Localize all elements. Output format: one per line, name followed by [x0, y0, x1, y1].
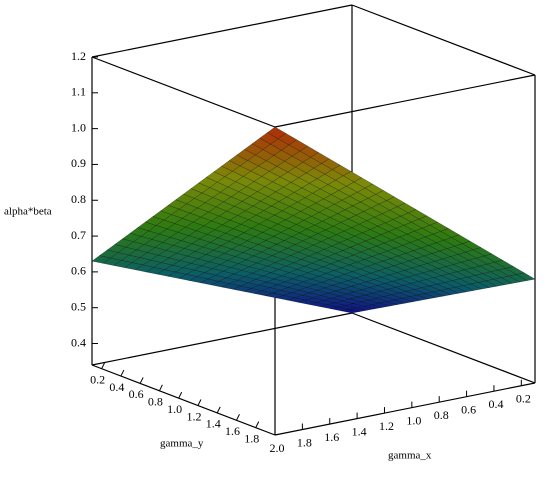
- y-tick: [197, 399, 202, 406]
- y-tick: [236, 414, 240, 421]
- y-tick: [216, 406, 221, 414]
- y-tick-label: 0.2: [90, 372, 105, 386]
- z-tick-label: 1.1: [71, 85, 86, 99]
- z-tick-label: 0.9: [71, 156, 86, 170]
- y-tick: [101, 362, 106, 369]
- x-tick-label: 0.6: [461, 402, 476, 416]
- axes: 0.4 0.5 0.6 0.7 0.8 0.9 1.0 1.1 1.2 0.2 0.4 0.6 0.8 1…: [71, 49, 531, 455]
- box-edge: [351, 4, 536, 76]
- box-edge: [351, 312, 536, 384]
- y-tick-label: 1.0: [167, 402, 182, 416]
- box-edge: [274, 382, 536, 436]
- box-edge: [91, 56, 276, 128]
- x-tick-label: 0.8: [434, 408, 449, 422]
- x-tick-label: 0.2: [516, 391, 531, 405]
- x-tick-label: 1.2: [379, 419, 394, 433]
- z-tick-label: 0.5: [71, 299, 86, 313]
- y-tick-label: 1.6: [225, 424, 240, 438]
- y-tick-label: 1.8: [244, 431, 259, 445]
- surface: [91, 126, 536, 314]
- box-edge: [274, 74, 536, 128]
- x-tick-label: 1.6: [324, 430, 339, 444]
- box-edge: [91, 364, 276, 436]
- y-tick-label: 0.6: [129, 387, 144, 401]
- y-tick: [139, 377, 144, 384]
- y-axis-label: gamma_y: [160, 438, 204, 450]
- x-tick-label: 1.0: [406, 413, 421, 427]
- y-tick-label: 0.4: [109, 380, 124, 394]
- y-tick: [158, 384, 163, 392]
- box-edge: [91, 4, 353, 58]
- x-axis-label: gamma_x: [388, 450, 432, 462]
- y-tick-label: 1.4: [206, 417, 221, 431]
- z-tick-label: 0.7: [71, 228, 86, 242]
- z-tick-label: 0.6: [71, 264, 86, 278]
- z-tick-label: 1.2: [71, 49, 86, 63]
- y-tick: [178, 391, 183, 399]
- z-tick-label: 0.8: [71, 192, 86, 206]
- z-tick-label: 0.4: [71, 335, 86, 349]
- box-edge: [91, 312, 353, 366]
- y-tick-label: 0.8: [148, 395, 163, 409]
- surface-cell: [266, 126, 287, 140]
- y-tick: [255, 421, 260, 428]
- x-tick-label: 2.0: [270, 441, 285, 455]
- x-tick-label: 0.4: [488, 397, 503, 411]
- z-tick-label: 1.0: [71, 120, 86, 134]
- y-tick-label: 1.2: [186, 409, 201, 423]
- y-tick: [120, 369, 125, 377]
- x-tick-label: 1.4: [352, 424, 367, 438]
- z-axis-label: alpha*beta: [4, 206, 52, 218]
- x-tick-label: 1.8: [297, 435, 312, 449]
